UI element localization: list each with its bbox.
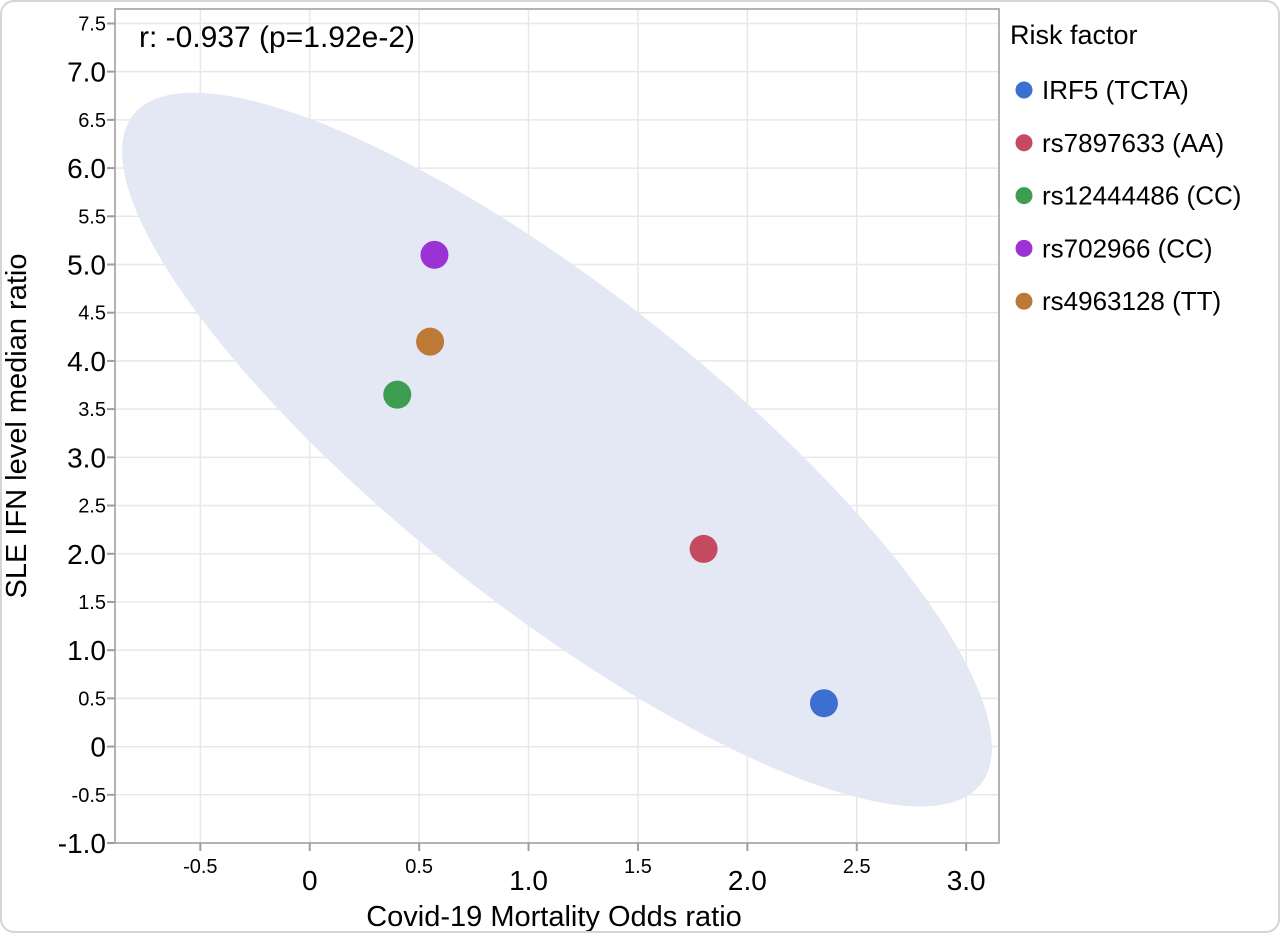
data-point [809, 689, 838, 718]
data-points [383, 240, 838, 718]
legend-item: rs12444486 (CC) [1015, 181, 1241, 211]
confidence-ellipse [122, 92, 992, 807]
plot-area-border [114, 8, 1000, 844]
legend-label: rs12444486 (CC) [1042, 181, 1241, 211]
y-tick-label: 3.5 [78, 399, 106, 421]
x-tick-label: 1.5 [624, 856, 652, 878]
y-tick-label: 1.0 [67, 635, 106, 666]
data-point [416, 327, 445, 356]
tick-marks [107, 22, 968, 851]
legend-swatch [1015, 187, 1033, 205]
x-tick-label: 0 [302, 865, 318, 896]
y-tick-label: 5.0 [67, 250, 106, 281]
x-axis-label: Covid-19 Mortality Odds ratio [366, 901, 742, 933]
x-tick-label: -0.5 [183, 856, 217, 878]
y-tick-label: 6.0 [67, 153, 106, 184]
y-tick-label: 4.5 [78, 303, 106, 325]
x-tick-label: 1.0 [509, 865, 548, 896]
legend-swatch [1015, 81, 1033, 99]
legend-label: rs7897633 (AA) [1042, 128, 1224, 158]
y-tick-label: 2.5 [78, 496, 106, 518]
tick-labels: -0.5 0 0.5 1.0 1.5 2.0 2.5 3.0 7.5 7.0 6.5 6.0 5.5 5.… [58, 13, 986, 896]
y-tick-label: -0.5 [72, 785, 106, 807]
y-tick-label: -1.0 [58, 828, 106, 859]
y-tick-label: 2.0 [67, 539, 106, 570]
x-tick-label: 2.0 [728, 865, 767, 896]
legend-title: Risk factor [1010, 20, 1138, 50]
y-tick-label: 5.5 [78, 206, 106, 228]
y-tick-label: 6.5 [78, 110, 106, 132]
x-tick-label: 2.5 [843, 856, 871, 878]
y-tick-label: 3.0 [67, 442, 106, 473]
legend-label: rs702966 (CC) [1042, 233, 1213, 263]
legend-item: rs7897633 (AA) [1015, 128, 1224, 158]
x-tick-label: 3.0 [947, 865, 986, 896]
legend-item: rs4963128 (TT) [1015, 286, 1221, 316]
legend-item: IRF5 (TCTA) [1015, 75, 1189, 105]
legend: Risk factor IRF5 (TCTA) rs7897633 (AA) rs1… [1010, 20, 1241, 316]
legend-swatch [1015, 292, 1033, 310]
y-tick-label: 4.0 [67, 346, 106, 377]
legend-label: IRF5 (TCTA) [1042, 75, 1189, 105]
x-tick-label: 0.5 [405, 856, 433, 878]
data-point [420, 240, 449, 269]
legend-swatch [1015, 134, 1033, 152]
y-tick-label: 1.5 [78, 592, 106, 614]
y-tick-label: 0 [90, 732, 106, 763]
data-point [383, 380, 412, 409]
correlation-annotation: r: -0.937 (p=1.92e-2) [139, 21, 415, 54]
legend-items: IRF5 (TCTA) rs7897633 (AA) rs12444486 (CC)… [1015, 75, 1241, 316]
data-point [689, 534, 718, 563]
legend-item: rs702966 (CC) [1015, 233, 1213, 263]
y-tick-label: 7.5 [78, 13, 106, 35]
y-tick-label: 7.0 [67, 57, 106, 88]
y-tick-label: 0.5 [78, 688, 106, 710]
legend-label: rs4963128 (TT) [1042, 286, 1221, 316]
legend-swatch [1015, 239, 1033, 257]
y-axis-label: SLE IFN level median ratio [2, 254, 33, 599]
